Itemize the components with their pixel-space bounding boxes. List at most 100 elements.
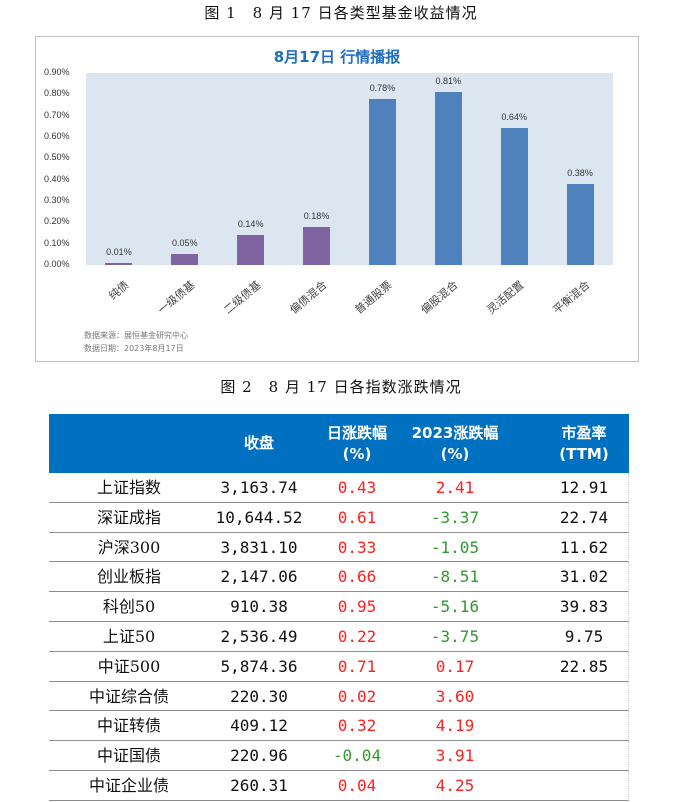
y-tick-label: 0.70% bbox=[44, 109, 70, 120]
cell-pe bbox=[539, 741, 629, 770]
cell-ytd: -5.16 bbox=[430, 597, 480, 617]
cell-daily: 0.04 bbox=[337, 775, 377, 795]
cell-pe: 31.02 bbox=[559, 567, 609, 587]
x-category-label: 偏债混合 bbox=[286, 278, 330, 317]
table-row: 上证指数 3,163.74 0.43 2.41 12.91 bbox=[49, 473, 629, 503]
bar-value-label: 0.64% bbox=[501, 112, 527, 123]
header-close-label: 收盘 bbox=[243, 434, 274, 452]
cell-pe bbox=[539, 771, 629, 800]
cell-ytd: -3.37 bbox=[430, 507, 480, 527]
table-row: 中证500 5,874.36 0.71 0.17 22.85 bbox=[49, 651, 629, 682]
header-daily-unit: (%) bbox=[342, 444, 372, 463]
cell-ytd: 2.41 bbox=[435, 478, 475, 497]
bar-value-label: 0.38% bbox=[567, 167, 593, 178]
cell-daily: 0.22 bbox=[337, 626, 377, 646]
bar bbox=[237, 235, 265, 265]
bar bbox=[500, 128, 528, 265]
header-ytd-label: 2023涨跌幅 bbox=[411, 423, 499, 442]
bar-value-label: 0.05% bbox=[172, 238, 198, 249]
cell-daily: -0.04 bbox=[332, 746, 382, 766]
bar-value-label: 0.14% bbox=[237, 219, 264, 230]
bar bbox=[171, 254, 199, 265]
x-category-label: 灵活配置 bbox=[484, 278, 527, 317]
y-tick-label: 0.40% bbox=[44, 173, 70, 184]
cell-close: 260.31 bbox=[230, 775, 288, 795]
header-ytd-change: 2023涨跌幅 (%) bbox=[403, 414, 507, 473]
table-row: 中证企业债 260.31 0.04 4.25 bbox=[49, 770, 629, 801]
table-row: 上证50 2,536.49 0.22 -3.75 9.75 bbox=[49, 621, 629, 652]
plot-area: 0.01% 0.05% 0.14% 0.18% 0.78% 0.81% 0.64% 0.38% bbox=[86, 73, 613, 265]
cell-name: 科创50 bbox=[102, 597, 156, 617]
cell-pe: 39.83 bbox=[559, 597, 609, 617]
figure2-caption: 图 2 8 月 17 日各指数涨跌情况 bbox=[220, 378, 462, 396]
cell-pe: 22.74 bbox=[559, 507, 609, 527]
cell-daily: 0.33 bbox=[337, 537, 377, 557]
cell-ytd: 3.60 bbox=[435, 686, 475, 706]
table-row: 深证成指 10,644.52 0.61 -3.37 22.74 bbox=[49, 502, 629, 533]
cell-close: 2,147.06 bbox=[220, 567, 298, 587]
y-tick-label: 0.50% bbox=[44, 152, 70, 163]
y-tick-label: 0.90% bbox=[44, 67, 70, 77]
cell-name: 中证国债 bbox=[96, 746, 161, 766]
cell-daily: 0.95 bbox=[337, 597, 377, 617]
cell-ytd: -3.75 bbox=[430, 626, 480, 646]
x-category-label: 纯债 bbox=[106, 278, 132, 303]
cell-pe bbox=[539, 682, 629, 711]
bar-value-label: 0.78% bbox=[369, 82, 396, 93]
header-pe-unit: (TTM) bbox=[559, 444, 609, 463]
y-tick-label: 0.00% bbox=[44, 259, 70, 269]
cell-close: 220.96 bbox=[230, 746, 288, 766]
cell-ytd: 4.19 bbox=[435, 716, 475, 736]
cell-daily: 0.71 bbox=[337, 656, 377, 676]
cell-close: 220.30 bbox=[230, 686, 288, 706]
cell-pe bbox=[539, 711, 629, 740]
x-category-label: 一级债基 bbox=[155, 278, 198, 317]
header-daily-label: 日涨跌幅 bbox=[326, 423, 387, 442]
header-close: 收盘 bbox=[209, 414, 309, 473]
index-performance-table: 收盘 日涨跌幅 (%) 2023涨跌幅 (%) 市盈率 (TTM) 上证指数 3,… bbox=[49, 414, 629, 801]
cell-pe: 12.91 bbox=[559, 478, 609, 497]
table-body: 上证指数 3,163.74 0.43 2.41 12.91 深证成指 10,644.52 0.… bbox=[49, 473, 629, 801]
table-row: 科创50 910.38 0.95 -5.16 39.83 bbox=[49, 592, 629, 622]
cell-ytd: 3.91 bbox=[435, 746, 475, 766]
y-tick-label: 0.10% bbox=[44, 237, 70, 248]
header-ytd-unit: (%) bbox=[440, 444, 470, 463]
cell-close: 3,831.10 bbox=[220, 537, 298, 557]
cell-name: 深证成指 bbox=[96, 507, 161, 527]
cell-name: 中证500 bbox=[97, 656, 161, 676]
cell-daily: 0.61 bbox=[337, 507, 377, 527]
x-category-label: 二级债基 bbox=[221, 278, 264, 317]
data-date-note: 数据日期：2023年8月17日 bbox=[84, 344, 184, 353]
bar bbox=[105, 262, 133, 265]
fund-returns-chart: 8月17日 行情播报 0.01% 0.05% 0.14% 0.18% 0.78% 0.81… bbox=[35, 36, 639, 362]
y-tick-label: 0.60% bbox=[44, 131, 70, 141]
cell-name: 上证50 bbox=[102, 626, 156, 646]
cell-close: 5,874.36 bbox=[220, 656, 298, 676]
cell-name: 沪深300 bbox=[97, 537, 161, 557]
bar-value-label: 0.81% bbox=[435, 76, 462, 87]
chart-title: 8月17日 行情播报 bbox=[273, 48, 401, 66]
bar bbox=[566, 183, 594, 265]
cell-pe: 9.75 bbox=[564, 626, 604, 646]
cell-daily: 0.66 bbox=[337, 567, 377, 587]
table-row: 创业板指 2,147.06 0.66 -8.51 31.02 bbox=[49, 562, 629, 593]
cell-daily: 0.32 bbox=[337, 716, 377, 736]
y-tick-label: 0.80% bbox=[44, 88, 70, 99]
cell-pe: 22.85 bbox=[559, 656, 609, 676]
cell-close: 409.12 bbox=[230, 716, 288, 736]
cell-pe: 11.62 bbox=[559, 537, 609, 557]
cell-ytd: 4.25 bbox=[435, 775, 475, 795]
bar-value-label: 0.18% bbox=[303, 210, 330, 221]
header-pe-label: 市盈率 bbox=[561, 423, 607, 442]
cell-name: 中证转债 bbox=[96, 716, 161, 736]
cell-close: 910.38 bbox=[230, 597, 288, 617]
bar bbox=[368, 98, 396, 265]
cell-daily: 0.02 bbox=[337, 686, 377, 706]
table-row: 中证转债 409.12 0.32 4.19 bbox=[49, 711, 629, 742]
cell-close: 10,644.52 bbox=[215, 507, 303, 527]
x-category-label: 平衡混合 bbox=[550, 278, 593, 317]
cell-name: 中证综合债 bbox=[88, 686, 169, 706]
y-tick-label: 0.30% bbox=[44, 195, 70, 205]
cell-close: 2,536.49 bbox=[220, 626, 298, 646]
table-header: 收盘 日涨跌幅 (%) 2023涨跌幅 (%) 市盈率 (TTM) bbox=[49, 414, 629, 473]
